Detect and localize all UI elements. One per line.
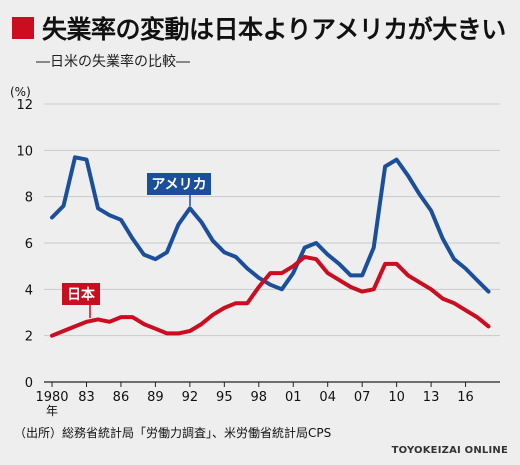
us-label-box <box>147 173 211 195</box>
y-tick-label: 4 <box>25 283 33 298</box>
y-tick-label: 0 <box>25 376 33 391</box>
title-bar: 失業率の変動は日本よりアメリカが大きい <box>12 8 506 48</box>
x-tick-label: 10 <box>388 390 405 405</box>
x-tick-label: 83 <box>78 390 95 405</box>
y-unit-label: (%) <box>10 85 31 99</box>
y-tick-label: 2 <box>25 330 33 345</box>
y-tick-label: 10 <box>16 144 33 159</box>
us-unemployment-line <box>50 155 491 294</box>
chart-title: 失業率の変動は日本よりアメリカが大きい <box>42 15 506 44</box>
y-tick-label: 8 <box>25 191 33 206</box>
x-tick-label: 01 <box>285 390 302 405</box>
red-square-marker-icon <box>12 17 34 39</box>
x-tick-label: 04 <box>319 390 336 405</box>
x-tick-label: 92 <box>182 390 199 405</box>
x-tick-label: 98 <box>251 390 268 405</box>
y-tick-label: 6 <box>25 237 33 252</box>
publisher-credit: TOYOKEIZAI ONLINE <box>391 445 508 456</box>
x-tick-label: 1980 <box>35 390 68 405</box>
japan-series-label: 日本 <box>67 286 96 303</box>
x-unit-label: 年 <box>46 404 58 418</box>
x-tick-label: 89 <box>147 390 164 405</box>
x-tick-label: 13 <box>423 390 440 405</box>
x-tick-label: 16 <box>457 390 474 405</box>
x-tick-label: 86 <box>113 390 130 405</box>
japan-label-box <box>62 283 100 305</box>
x-tick-label: 95 <box>216 390 233 405</box>
y-tick-label: 12 <box>16 98 33 113</box>
x-tick-label: 07 <box>354 390 371 405</box>
us-series-label: アメリカ <box>151 177 206 193</box>
japan-unemployment-line <box>50 254 491 338</box>
source-note: （出所）総務省統計局「労働力調査」、米労働省統計局CPS <box>14 426 332 440</box>
chart-subtitle: ―日米の失業率の比較― <box>36 54 190 70</box>
